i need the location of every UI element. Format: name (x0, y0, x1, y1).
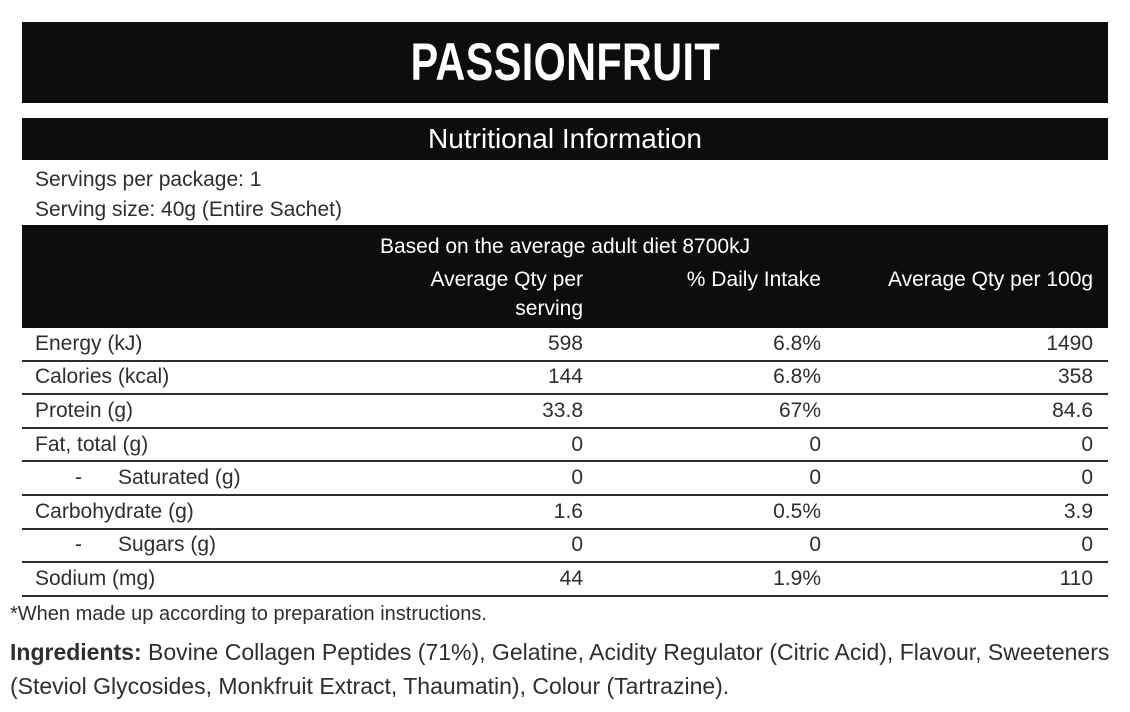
flavor-title-bar: PASSIONFRUIT (22, 22, 1108, 103)
sub-row-dash: - (75, 533, 82, 557)
value-daily-intake: 67% (584, 394, 822, 429)
row-label: Carbohydrate (g) (22, 494, 362, 530)
flavor-title: PASSIONFRUIT (410, 33, 720, 92)
diet-basis-note: Based on the average adult diet 8700kJ (22, 225, 1109, 264)
serving-size: Serving size: 40g (Entire Sachet) (35, 198, 342, 221)
preparation-footnote: *When made up according to preparation i… (10, 602, 487, 625)
value-daily-intake: 6.8% (584, 360, 822, 396)
value-per-100g: 0 (822, 461, 1109, 496)
value-daily-intake: 0 (584, 427, 822, 463)
table-row-fat-total: Fat, total (g) 0 0 0 (22, 427, 1109, 463)
value-per-100g: 84.6 (822, 394, 1109, 429)
column-header-per-100g: Average Qty per 100g (822, 264, 1109, 328)
sub-row-dash: - (75, 466, 82, 490)
value-serving: 144 (362, 360, 584, 396)
row-label: - Saturated (g) (22, 461, 362, 496)
value-serving: 0 (362, 427, 584, 463)
table-row-energy: Energy (kJ) 598 6.8% 1490 (22, 328, 1109, 362)
table-row-sodium: Sodium (mg) 44 1.9% 110 (22, 562, 1109, 597)
value-per-100g: 358 (822, 360, 1109, 396)
serving-info: Servings per package: 1 Serving size: 40… (22, 165, 1108, 225)
column-header-serving: Average Qty per serving (362, 264, 584, 328)
nutrition-label: PASSIONFRUIT Nutritional Information Ser… (0, 22, 1130, 703)
ingredients-paragraph: Ingredients: Bovine Collagen Peptides (7… (10, 635, 1112, 703)
column-header-empty (22, 264, 362, 328)
value-daily-intake: 6.8% (584, 328, 822, 362)
ingredients-text: Bovine Collagen Peptides (71%), Gelatine… (10, 638, 1110, 699)
table-row-sugars: - Sugars (g) 0 0 0 (22, 528, 1109, 564)
row-label: - Sugars (g) (22, 528, 362, 564)
nutritional-information-bar: Nutritional Information (22, 118, 1108, 160)
value-per-100g: 3.9 (822, 494, 1109, 530)
table-row-calories: Calories (kcal) 144 6.8% 358 (22, 360, 1109, 396)
value-serving: 0 (362, 528, 584, 564)
value-serving: 0 (362, 461, 584, 496)
column-header-daily-intake: % Daily Intake (584, 264, 822, 328)
table-row-saturated-fat: - Saturated (g) 0 0 0 (22, 461, 1109, 496)
value-daily-intake: 0 (584, 461, 822, 496)
value-serving: 33.8 (362, 394, 584, 429)
value-per-100g: 110 (822, 562, 1109, 597)
value-serving: 598 (362, 328, 584, 362)
value-serving: 1.6 (362, 494, 584, 530)
value-per-100g: 1490 (822, 328, 1109, 362)
row-label: Energy (kJ) (22, 328, 362, 362)
row-label: Sodium (mg) (22, 562, 362, 597)
value-daily-intake: 1.9% (584, 562, 822, 597)
ingredients-label: Ingredients: (10, 638, 142, 665)
value-per-100g: 0 (822, 528, 1109, 564)
nutrition-table-header: Based on the average adult diet 8700kJ A… (22, 225, 1109, 328)
value-serving: 44 (362, 562, 584, 597)
nutrition-table: Based on the average adult diet 8700kJ A… (22, 225, 1109, 597)
row-label: Calories (kcal) (22, 360, 362, 396)
table-row-carbohydrate: Carbohydrate (g) 1.6 0.5% 3.9 (22, 494, 1109, 530)
row-label: Fat, total (g) (22, 427, 362, 463)
table-row-protein: Protein (g) 33.8 67% 84.6 (22, 394, 1109, 429)
row-label: Protein (g) (22, 394, 362, 429)
servings-per-package: Servings per package: 1 (35, 168, 262, 191)
value-daily-intake: 0.5% (584, 494, 822, 530)
value-daily-intake: 0 (584, 528, 822, 564)
value-per-100g: 0 (822, 427, 1109, 463)
section-title: Nutritional Information (428, 123, 702, 154)
